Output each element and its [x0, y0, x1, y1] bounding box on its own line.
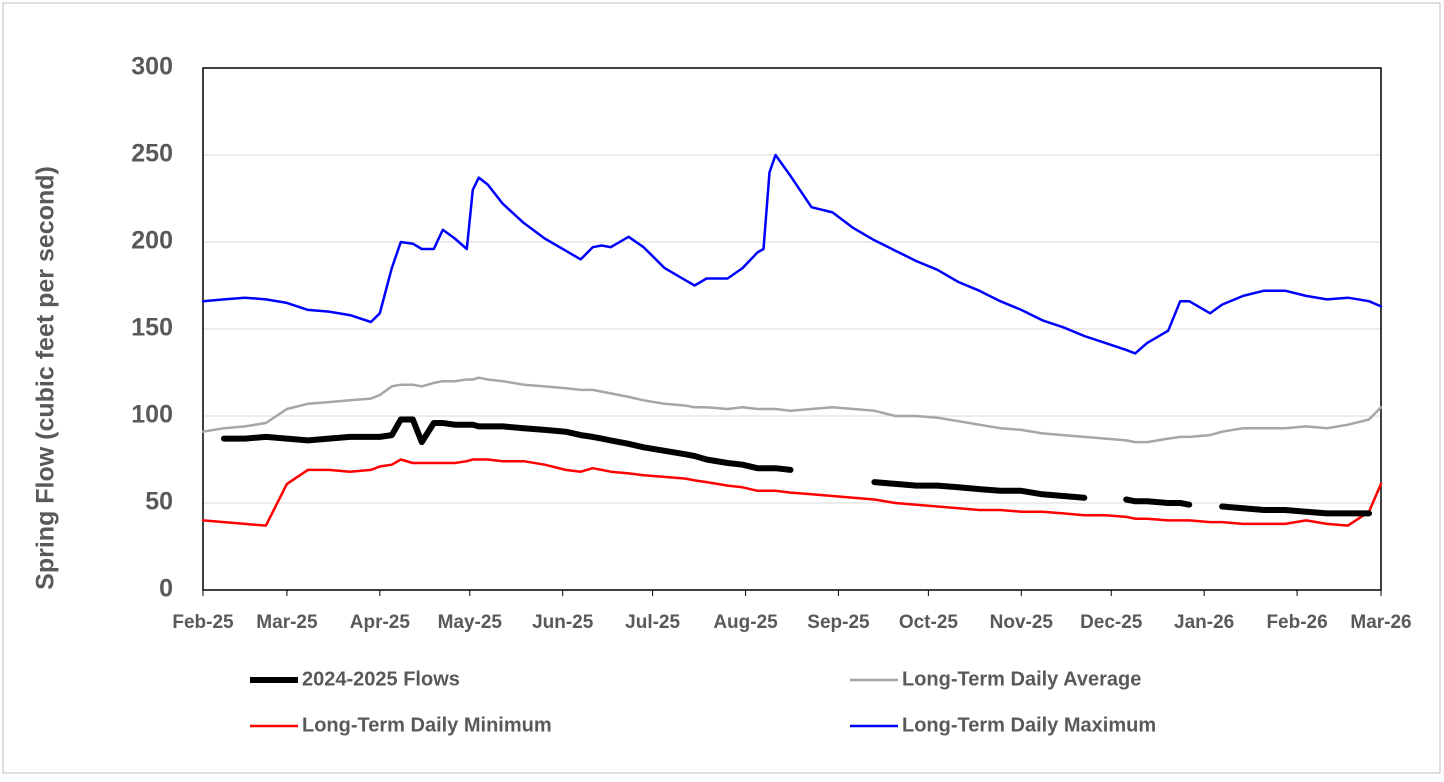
y-axis-label: Spring Flow (cubic feet per second) — [32, 166, 60, 590]
x-tick-label: Dec-25 — [1080, 612, 1143, 633]
series-line — [201, 153, 1383, 355]
y-tick-label: 150 — [131, 314, 173, 342]
y-tick-label: 250 — [131, 140, 173, 168]
legend-label: Long-Term Daily Average — [902, 668, 1141, 690]
x-tick-label: Jan-26 — [1174, 612, 1234, 633]
x-tick-label: Nov-25 — [990, 612, 1054, 633]
y-tick-label: 200 — [131, 227, 173, 255]
legend-label: Long-Term Daily Maximum — [902, 714, 1156, 736]
x-tick-label: Mar-26 — [1350, 612, 1411, 633]
y-tick-label: 50 — [145, 488, 173, 516]
y-tick-label: 0 — [159, 575, 173, 603]
series-line — [201, 458, 1383, 527]
x-tick-label: Mar-25 — [256, 612, 318, 633]
x-tick-label: Oct-25 — [899, 612, 959, 633]
x-tick-label: May-25 — [438, 612, 503, 633]
x-tick-label: Jun-25 — [532, 612, 594, 633]
y-tick-label: 100 — [131, 401, 173, 429]
x-tick-label: Feb-26 — [1266, 612, 1327, 633]
x-tick-label: Sep-25 — [807, 612, 870, 633]
legend-label: Long-Term Daily Minimum — [302, 714, 552, 736]
x-tick-label: Apr-25 — [350, 612, 411, 633]
plot-frame — [202, 67, 1382, 591]
x-tick-label: Aug-25 — [713, 612, 778, 633]
series-line — [201, 376, 1383, 444]
x-tick-label: Feb-25 — [172, 612, 234, 633]
series-line — [221, 416, 1372, 517]
y-tick-label: 300 — [131, 53, 173, 81]
x-tick-label: Jul-25 — [625, 612, 680, 633]
legend-label: 2024-2025 Flows — [302, 668, 460, 690]
